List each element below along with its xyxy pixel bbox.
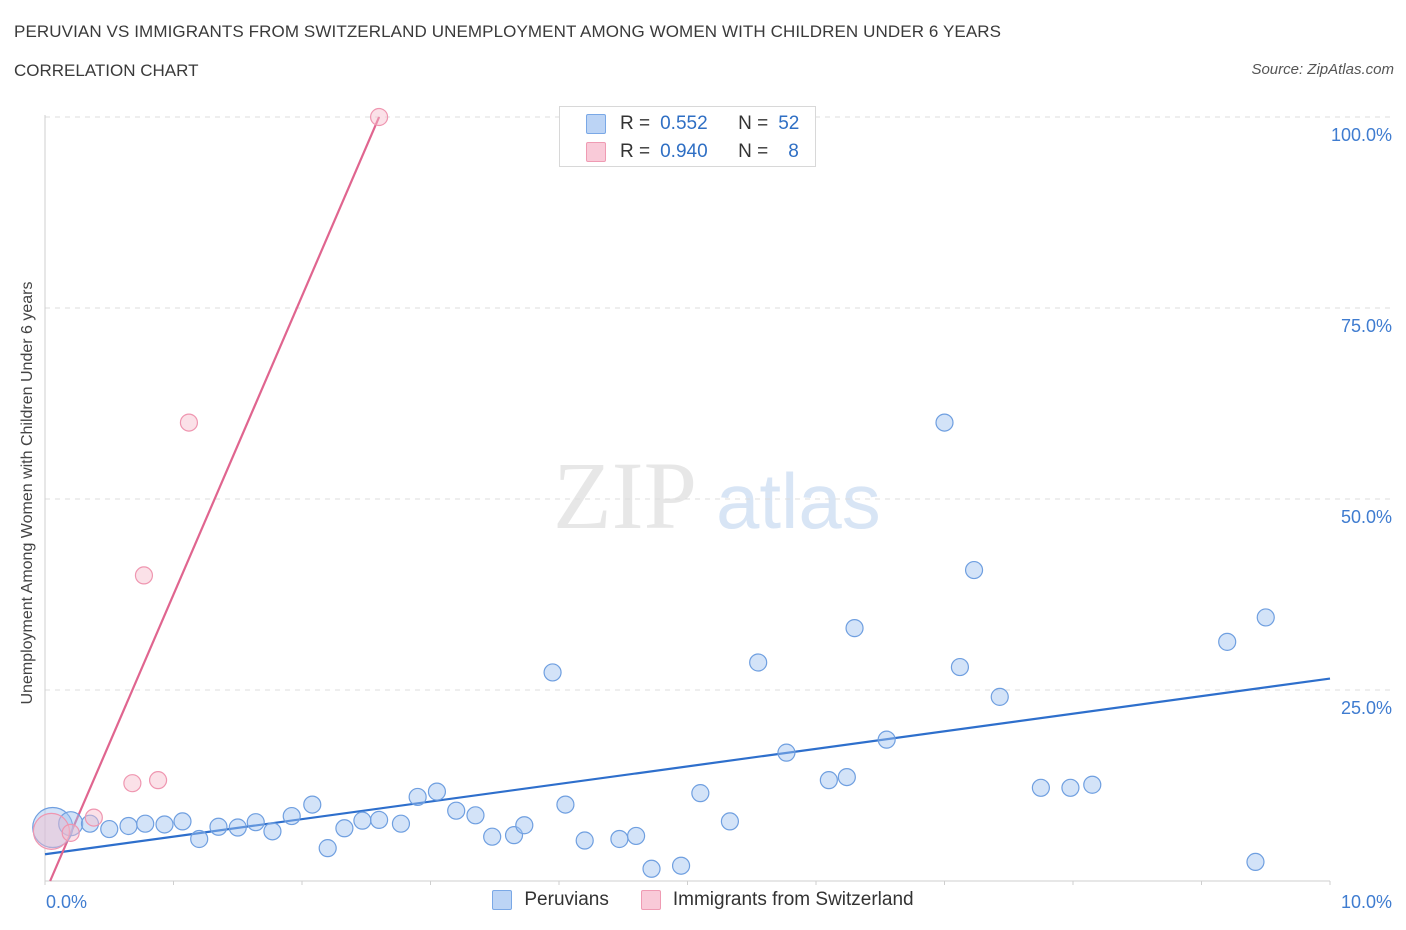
point-peruvians-14 <box>303 795 322 814</box>
point-peruvians-34 <box>691 784 710 803</box>
legend-swatch-peruvians <box>586 114 606 134</box>
point-peruvians-49 <box>1218 632 1237 651</box>
point-peruvians-27 <box>543 663 562 682</box>
legend-r-label: R = <box>620 141 651 162</box>
point-peruvians-36 <box>749 653 768 672</box>
legend-row-switzerland: R = 0.940 N = 8 <box>586 141 799 163</box>
point-peruvians-43 <box>950 657 970 677</box>
point-peruvians-24 <box>483 827 502 846</box>
point-peruvians-38 <box>819 771 838 790</box>
point-peruvians-1 <box>58 811 84 837</box>
point-peruvians-29 <box>575 831 594 850</box>
point-peruvians-50 <box>1246 852 1265 872</box>
x-tick-label-0: 0.0% <box>46 892 87 912</box>
point-switzerland-7 <box>370 107 389 127</box>
legend-n-value: 8 <box>788 141 799 162</box>
tick-labels: 100.0% 75.0% 50.0% 25.0% 0.0% 10.0% <box>46 125 1392 912</box>
point-peruvians-21 <box>427 782 447 801</box>
point-peruvians-13 <box>282 806 301 826</box>
point-switzerland-2 <box>84 808 103 827</box>
point-peruvians-42 <box>935 413 954 432</box>
chart-title: PERUVIAN VS IMMIGRANTS FROM SWITZERLAND … <box>14 22 1002 41</box>
correlation-legend: R = 0.552 N = 52 R = 0.940 N = 8 <box>559 106 816 167</box>
point-peruvians-16 <box>335 819 354 838</box>
legend-swatch-peruvians <box>492 890 513 910</box>
point-peruvians-18 <box>370 810 389 829</box>
legend-row-peruvians: R = 0.552 N = 52 <box>586 113 799 135</box>
y-tick-label-1: 75.0% <box>1341 316 1392 336</box>
point-peruvians-47 <box>1061 778 1080 797</box>
point-peruvians-19 <box>391 814 411 833</box>
point-peruvians-40 <box>845 619 864 638</box>
point-switzerland-6 <box>179 413 199 432</box>
trend-line-1 <box>49 116 381 882</box>
legend-r-label: R = <box>620 113 651 134</box>
point-switzerland-0 <box>32 812 71 850</box>
point-peruvians-9 <box>209 817 228 836</box>
legend-item-peruvians: Peruvians <box>492 889 609 911</box>
point-peruvians-7 <box>173 812 192 831</box>
legend-label-peruvians: Peruvians <box>524 889 609 910</box>
point-switzerland-4 <box>134 566 154 585</box>
chart-subtitle: CORRELATION CHART <box>14 61 199 80</box>
axes <box>44 115 1331 885</box>
point-switzerland-5 <box>148 771 168 790</box>
legend-n-label: N = <box>738 113 769 134</box>
trend-line-0 <box>44 677 1331 856</box>
point-peruvians-33 <box>671 856 691 875</box>
legend-r-value: 0.940 <box>660 141 708 162</box>
point-peruvians-48 <box>1083 775 1102 794</box>
point-peruvians-20 <box>408 787 427 807</box>
point-peruvians-15 <box>318 839 337 858</box>
point-peruvians-30 <box>610 829 629 849</box>
point-peruvians-45 <box>990 687 1009 706</box>
trend-lines <box>44 116 1331 882</box>
point-peruvians-37 <box>777 743 796 762</box>
point-peruvians-35 <box>720 812 740 831</box>
point-peruvians-32 <box>642 859 661 878</box>
series-legend: Peruvians Immigrants from Switzerland <box>0 889 1406 911</box>
point-peruvians-39 <box>837 767 856 787</box>
point-peruvians-22 <box>447 801 466 820</box>
source-credit: Source: ZipAtlas.com <box>1251 61 1394 78</box>
point-peruvians-5 <box>136 814 155 833</box>
legend-n-value: 52 <box>778 113 800 134</box>
point-peruvians-10 <box>228 818 247 837</box>
point-peruvians-41 <box>877 730 896 749</box>
point-peruvians-17 <box>353 811 372 830</box>
point-peruvians-23 <box>466 806 485 825</box>
legend-item-switzerland: Immigrants from Switzerland <box>640 889 914 911</box>
legend-label-switzerland: Immigrants from Switzerland <box>672 889 914 910</box>
point-peruvians-51 <box>1256 608 1275 627</box>
point-peruvians-12 <box>263 822 282 841</box>
x-tick-label-1: 10.0% <box>1341 892 1392 912</box>
point-peruvians-28 <box>556 795 575 814</box>
point-peruvians-3 <box>100 819 119 839</box>
legend-swatch-switzerland <box>586 142 606 162</box>
point-peruvians-44 <box>964 560 984 580</box>
legend-swatch-switzerland <box>640 890 661 910</box>
legend-r-value: 0.552 <box>660 113 708 134</box>
legend-n-label: N = <box>738 141 769 162</box>
watermark-zip: ZIP <box>553 442 697 549</box>
watermark: ZIP atlas <box>553 442 881 549</box>
point-peruvians-11 <box>246 813 265 832</box>
point-peruvians-4 <box>119 816 138 836</box>
y-tick-label-3: 25.0% <box>1341 698 1392 718</box>
point-switzerland-1 <box>61 823 80 842</box>
point-switzerland-3 <box>123 774 142 793</box>
watermark-atlas: atlas <box>716 457 881 545</box>
y-tick-label-0: 100.0% <box>1331 125 1392 145</box>
data-points <box>32 107 1275 878</box>
point-peruvians-31 <box>626 826 646 846</box>
point-peruvians-46 <box>1031 778 1050 797</box>
point-peruvians-6 <box>155 815 174 834</box>
y-tick-label-2: 50.0% <box>1341 507 1392 527</box>
point-peruvians-8 <box>190 829 209 849</box>
gridlines <box>45 116 1392 691</box>
point-peruvians-26 <box>515 816 534 835</box>
